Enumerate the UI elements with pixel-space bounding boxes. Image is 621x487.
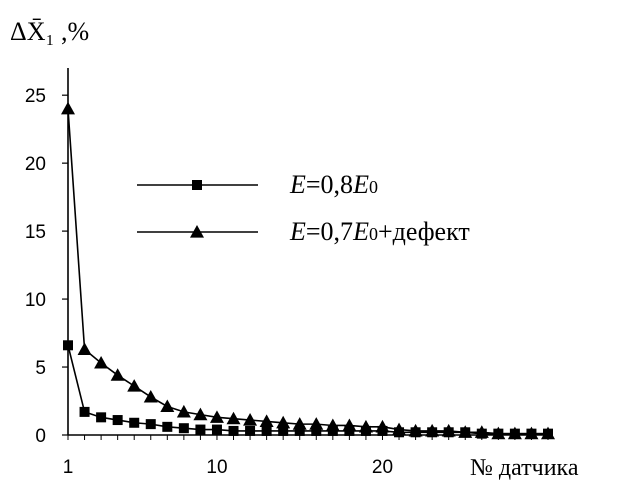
series-line — [67, 108, 548, 435]
series-triangles — [61, 101, 555, 440]
legend-item: E=0,7E0+дефект — [137, 217, 470, 246]
axis-labels: ΔX̄₁ ,% № датчика — [10, 17, 579, 481]
y-tick-label: 5 — [35, 358, 46, 379]
data-point — [178, 423, 189, 434]
data-point — [425, 423, 440, 437]
data-point — [541, 426, 555, 440]
data-point — [112, 415, 123, 426]
data-point — [160, 399, 175, 413]
data-point — [278, 425, 289, 436]
y-tick-label: 10 — [25, 290, 46, 311]
data-point — [276, 415, 291, 429]
data-point — [129, 417, 140, 428]
x-tick-label: 10 — [206, 457, 227, 478]
data-point — [162, 421, 173, 432]
x-axis-label: № датчика — [470, 455, 579, 481]
legend-marker — [192, 180, 202, 190]
data-point — [96, 412, 107, 423]
data-point — [61, 101, 75, 115]
series-layer — [61, 101, 555, 440]
data-point — [243, 413, 258, 426]
data-point — [358, 419, 373, 433]
data-point — [245, 425, 256, 436]
data-point — [195, 424, 206, 435]
data-point — [77, 342, 92, 355]
data-point — [325, 418, 340, 432]
data-point — [311, 425, 322, 436]
data-point — [211, 424, 222, 435]
legend-label: E=0,8E0 — [289, 170, 378, 199]
data-point — [259, 414, 274, 428]
data-point — [143, 389, 158, 403]
x-tick-label: 1 — [63, 457, 74, 478]
data-point — [342, 418, 357, 432]
data-point — [226, 411, 241, 425]
data-point — [507, 426, 522, 440]
data-point — [392, 422, 407, 436]
y-axis-label: ΔX̄₁ ,% — [10, 17, 89, 46]
data-point — [261, 425, 272, 436]
data-point — [375, 419, 390, 433]
y-tick-label: 0 — [35, 426, 46, 447]
x-tick-label: 20 — [372, 457, 393, 478]
data-point — [491, 426, 506, 440]
y-tick-label: 20 — [25, 154, 46, 175]
data-point — [176, 404, 191, 418]
data-point — [63, 340, 73, 351]
data-point — [474, 425, 489, 438]
data-point — [193, 407, 208, 421]
legend: E=0,8E0 E=0,7E0+дефект — [137, 170, 470, 246]
data-point — [110, 368, 125, 381]
data-point — [458, 425, 473, 438]
data-point — [79, 406, 90, 417]
legend-item: E=0,8E0 — [137, 170, 378, 199]
data-point — [209, 410, 224, 423]
data-point — [145, 419, 156, 430]
data-point — [228, 425, 239, 436]
data-point — [294, 425, 305, 436]
data-point — [408, 423, 423, 437]
legend-marker — [190, 225, 204, 238]
data-point — [292, 417, 307, 430]
y-tick-label: 15 — [25, 222, 46, 243]
data-point — [127, 379, 142, 392]
y-tick-label: 25 — [25, 86, 46, 107]
data-point — [441, 423, 456, 437]
data-point — [524, 426, 539, 440]
data-point — [309, 417, 324, 430]
data-point — [94, 355, 109, 369]
legend-label: E=0,7E0+дефект — [289, 217, 470, 246]
tick-labels: 0 5 10 15 20 25 1 10 20 — [25, 86, 393, 478]
